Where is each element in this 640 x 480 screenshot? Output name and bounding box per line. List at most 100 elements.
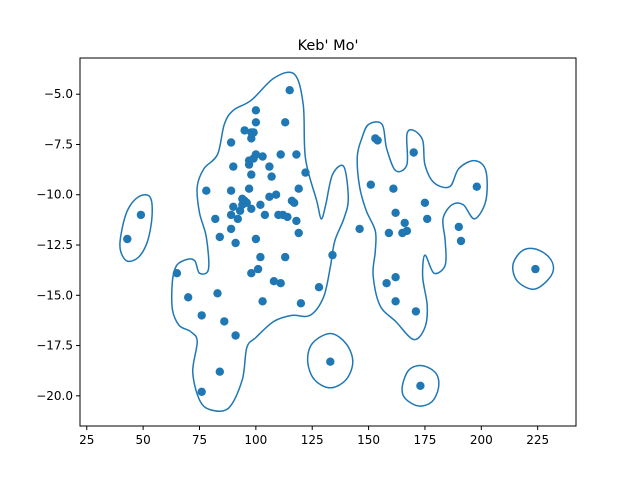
scatter-point (226, 210, 236, 220)
scatter-point (402, 226, 412, 236)
scatter-point (247, 170, 256, 179)
scatter-point (531, 264, 540, 274)
scatter-point (136, 210, 146, 220)
scatter-point (314, 283, 324, 292)
scatter-point (373, 136, 382, 145)
scatter-point (391, 273, 400, 282)
scatter-point (226, 224, 236, 234)
x-tick-label: 175 (413, 433, 436, 447)
scatter-point (229, 202, 238, 211)
x-tick-label: 25 (79, 433, 94, 447)
y-tick-label: −10.0 (36, 188, 73, 202)
chart-title: Keb' Mo' (298, 38, 359, 54)
scatter-point (258, 297, 267, 306)
scatter-point (271, 190, 281, 199)
scatter-point (290, 198, 299, 207)
x-tick-label: 50 (135, 433, 150, 447)
scatter-point (391, 297, 400, 306)
density-contour (170, 71, 350, 413)
scatter-point (265, 162, 274, 171)
scatter-point (249, 128, 258, 137)
scatter-point (247, 204, 256, 213)
density-contour (306, 332, 354, 389)
y-tick-label: −12.5 (36, 238, 73, 252)
scatter-point (247, 269, 256, 278)
scatter-point (260, 210, 270, 220)
scatter-point (233, 214, 242, 224)
scatter-point (400, 218, 409, 228)
data-points (123, 86, 540, 396)
y-tick-label: −7.5 (44, 137, 73, 151)
scatter-point (215, 367, 224, 376)
scatter-point (202, 186, 211, 195)
scatter-point (213, 289, 222, 298)
density-contour (356, 121, 488, 341)
scatter-point (389, 184, 398, 193)
scatter-point (296, 299, 306, 308)
scatter-point (409, 148, 418, 157)
scatter-point (172, 269, 182, 278)
scatter-point (276, 279, 285, 288)
x-tick-label: 125 (301, 433, 324, 447)
scatter-point (416, 381, 425, 390)
scatter-point (292, 150, 301, 159)
scatter-point (215, 232, 224, 242)
density-contour (401, 364, 440, 407)
scatter-point (423, 214, 432, 224)
scatter-point (281, 252, 290, 262)
scatter-point (281, 118, 290, 127)
y-tick-label: −5.0 (44, 87, 73, 101)
scatter-point (472, 182, 481, 191)
scatter-point (197, 311, 206, 320)
x-tick-label: 75 (192, 433, 207, 447)
plot-frame (79, 57, 577, 427)
scatter-point (382, 279, 391, 288)
scatter-point (226, 186, 236, 195)
scatter-point (226, 138, 236, 147)
scatter-point (184, 293, 193, 302)
scatter-point (251, 150, 261, 159)
x-tick-label: 225 (526, 433, 549, 447)
scatter-point (256, 252, 265, 262)
y-tick-label: −20.0 (36, 389, 73, 403)
scatter-point (265, 192, 274, 201)
scatter-point (294, 228, 303, 238)
scatter-point (244, 184, 254, 193)
scatter-point (253, 264, 263, 274)
scatter-point (251, 234, 261, 244)
y-axis: −5.0 −7.5 −10.0 −12.5 −15.0 −17.5 −20.0 (36, 87, 80, 403)
y-tick-label: −15.0 (36, 288, 73, 302)
scatter-point (328, 250, 337, 260)
scatter-point (240, 126, 249, 135)
scatter-point (283, 212, 292, 222)
scatter-point (229, 162, 238, 171)
scatter-point (258, 152, 267, 161)
scatter-point (211, 214, 220, 224)
scatter-point (456, 236, 466, 246)
scatter-point (197, 387, 206, 396)
scatter-point (454, 222, 463, 232)
x-tick-label: 150 (357, 433, 380, 447)
scatter-point (326, 357, 335, 366)
scatter-point (269, 277, 279, 286)
scatter-point (294, 184, 303, 193)
scatter-point (242, 198, 251, 207)
scatter-point (220, 317, 229, 326)
scatter-point (292, 216, 301, 226)
density-contours (119, 71, 555, 413)
scatter-point (251, 106, 261, 115)
density-contour (119, 193, 153, 263)
scatter-point (420, 198, 430, 207)
x-tick-label: 100 (244, 433, 267, 447)
scatter-point (123, 234, 132, 244)
scatter-point (391, 208, 400, 217)
x-axis: 25 50 75 100 125 150 175 200 225 (79, 426, 549, 447)
scatter-point (231, 331, 240, 340)
scatter-point (285, 86, 294, 95)
scatter-point (355, 224, 364, 234)
scatter-point (267, 172, 276, 181)
scatter-point (276, 150, 285, 159)
y-tick-label: −17.5 (36, 339, 73, 353)
